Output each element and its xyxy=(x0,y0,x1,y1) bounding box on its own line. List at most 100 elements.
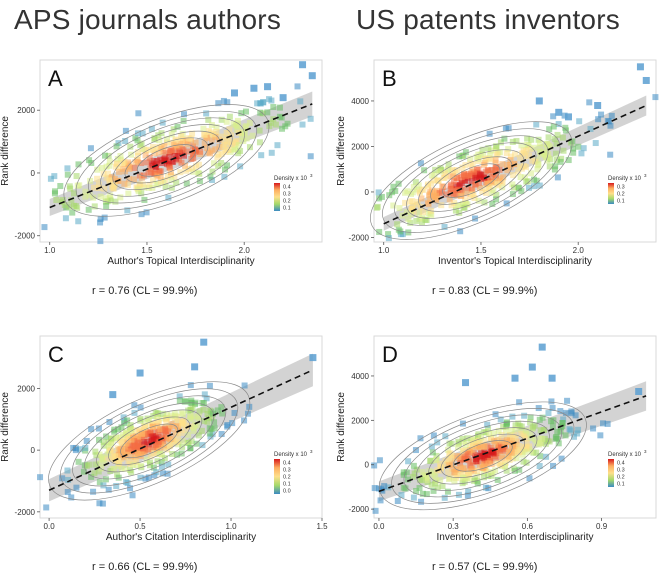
scatter-point xyxy=(470,450,477,457)
scatter-point xyxy=(458,186,465,193)
scatter-point xyxy=(451,469,458,476)
scatter-point xyxy=(137,404,144,411)
scatter-point xyxy=(37,474,44,481)
scatter-point xyxy=(570,149,577,156)
scatter-point xyxy=(168,177,175,184)
scatter-point xyxy=(196,408,203,415)
scatter-point xyxy=(156,149,163,156)
scatter-point xyxy=(177,140,184,147)
scatter-point xyxy=(140,445,147,452)
scatter-point xyxy=(224,423,231,430)
scatter-point xyxy=(114,156,121,163)
panel-letter: A xyxy=(48,66,63,91)
scatter-point xyxy=(205,128,212,135)
scatter-point xyxy=(138,211,145,218)
scatter-point xyxy=(154,158,161,165)
y-tick-label: -2000 xyxy=(15,508,36,517)
scatter-point xyxy=(229,141,236,148)
scatter-point xyxy=(487,434,494,441)
scatter-point xyxy=(133,462,140,469)
scatter-point xyxy=(144,439,151,446)
scatter-point xyxy=(452,207,459,214)
scatter-point xyxy=(180,117,187,124)
scatter-point xyxy=(124,207,131,214)
scatter-point xyxy=(449,465,456,472)
scatter-point xyxy=(266,96,273,103)
scatter-point xyxy=(445,468,452,475)
scatter-point xyxy=(390,183,397,190)
scatter-point xyxy=(419,219,426,226)
scatter-point xyxy=(608,112,615,119)
scatter-point xyxy=(469,166,476,173)
scatter-point xyxy=(476,184,483,191)
scatter-point xyxy=(441,170,448,177)
scatter-point xyxy=(221,173,228,180)
scatter-point xyxy=(488,461,495,468)
scatter-point xyxy=(419,469,426,476)
scatter-point xyxy=(413,217,420,224)
scatter-point xyxy=(474,468,481,475)
scatter-point xyxy=(428,443,435,450)
scatter-point xyxy=(550,462,557,469)
scatter-point xyxy=(537,453,544,460)
legend-tick-label: 0.4 xyxy=(617,461,625,467)
scatter-point xyxy=(477,151,484,158)
scatter-point xyxy=(101,152,108,159)
scatter-point xyxy=(92,461,99,468)
scatter-point xyxy=(230,89,238,97)
scatter-point xyxy=(166,164,173,171)
scatter-point xyxy=(75,161,82,168)
y-tick-label: 0 xyxy=(365,188,370,197)
scatter-point xyxy=(402,189,409,196)
scatter-point xyxy=(187,413,194,420)
scatter-point xyxy=(456,209,463,216)
scatter-point xyxy=(158,459,165,466)
scatter-point xyxy=(73,484,80,491)
scatter-point xyxy=(134,130,141,137)
scatter-point xyxy=(484,181,491,188)
scatter-point xyxy=(498,438,505,445)
scatter-point xyxy=(195,161,202,168)
scatter-point xyxy=(224,99,231,106)
scatter-point xyxy=(493,196,500,203)
scatter-point xyxy=(264,109,271,116)
x-tick-label: 1.0 xyxy=(44,246,56,255)
scatter-point xyxy=(243,135,250,142)
scatter-point xyxy=(218,404,225,411)
scatter-point xyxy=(307,115,314,122)
scatter-point xyxy=(169,158,176,165)
scatter-point xyxy=(137,181,144,188)
scatter-point xyxy=(409,198,416,205)
scatter-point xyxy=(520,458,527,465)
scatter-point xyxy=(528,363,536,371)
scatter-point xyxy=(64,489,71,496)
scatter-point xyxy=(475,197,482,204)
scatter-point xyxy=(446,475,453,482)
scatter-point xyxy=(474,472,481,479)
scatter-point xyxy=(203,110,210,117)
scatter-point xyxy=(83,437,90,444)
scatter-point xyxy=(124,433,131,440)
scatter-point xyxy=(555,121,562,128)
scatter-point xyxy=(552,163,559,170)
stat-a: r = 0.76 (CL = 99.9%) xyxy=(92,285,198,297)
scatter-point xyxy=(518,426,525,433)
scatter-point xyxy=(92,448,99,455)
scatter-point xyxy=(185,431,192,438)
x-tick-label: 1.5 xyxy=(475,246,487,255)
scatter-point xyxy=(477,176,484,183)
scatter-point xyxy=(562,409,569,416)
scatter-point xyxy=(412,179,419,186)
legend-tick-label: 0.1 xyxy=(283,482,291,488)
scatter-point xyxy=(532,436,539,443)
scatter-point xyxy=(490,170,497,177)
scatter-point xyxy=(106,419,113,426)
scatter-point xyxy=(135,110,142,117)
scatter-point xyxy=(103,203,110,210)
panel-letter: B xyxy=(382,66,397,91)
scatter-point xyxy=(153,447,160,454)
scatter-point xyxy=(472,215,479,222)
scatter-point xyxy=(90,194,97,201)
scatter-point xyxy=(442,457,449,464)
